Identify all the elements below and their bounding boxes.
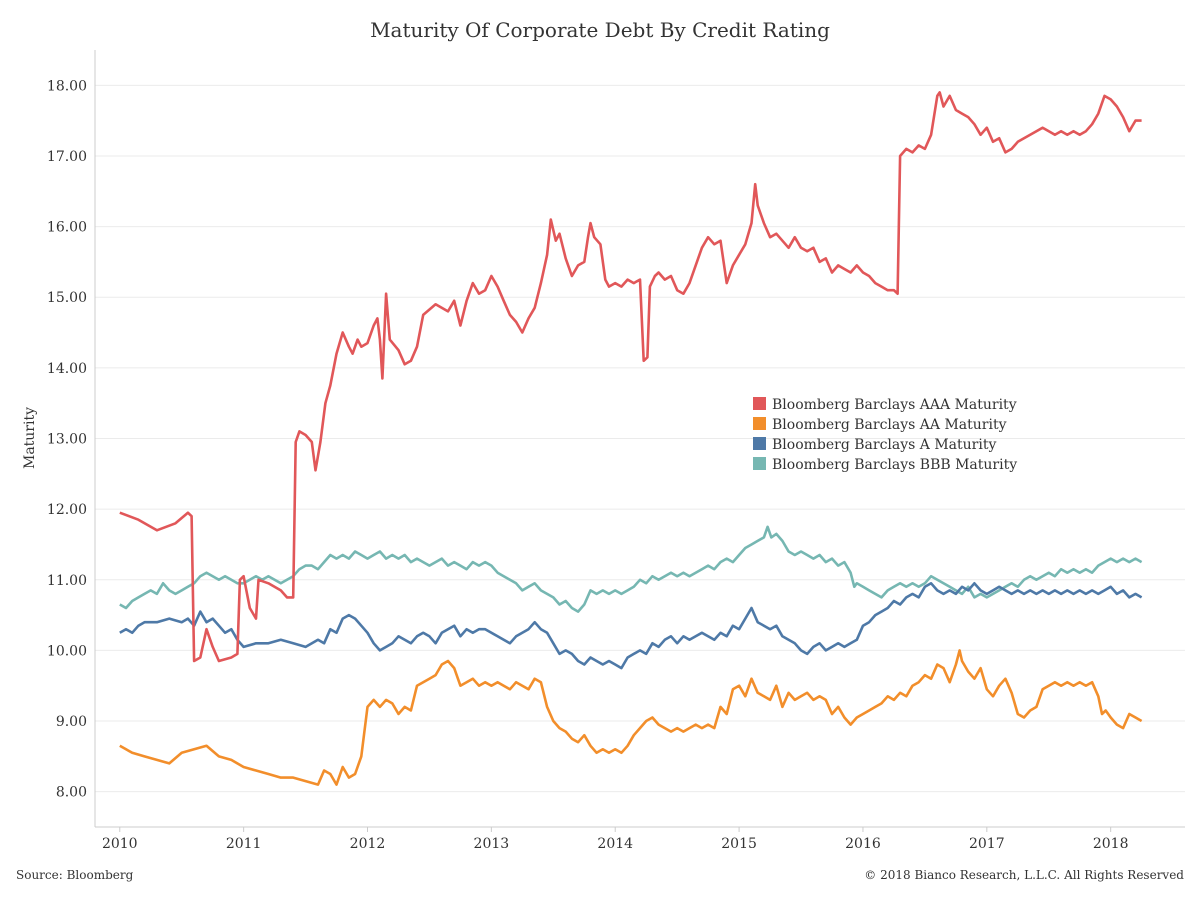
x-tick-label: 2013 bbox=[474, 836, 510, 852]
legend-swatch bbox=[753, 417, 766, 430]
y-tick-label: 15.00 bbox=[47, 290, 87, 306]
x-tick-label: 2014 bbox=[597, 836, 633, 852]
series-line-a bbox=[119, 582, 1143, 670]
y-tick-label: 17.00 bbox=[47, 149, 87, 165]
y-tick-label: 14.00 bbox=[47, 361, 87, 377]
legend-swatch bbox=[753, 457, 766, 470]
chart-title: Maturity Of Corporate Debt By Credit Rat… bbox=[370, 18, 830, 42]
legend-swatch bbox=[753, 437, 766, 450]
series-line-aaa bbox=[119, 91, 1142, 663]
x-tick-label: 2015 bbox=[721, 836, 757, 852]
x-tick-label: 2017 bbox=[969, 836, 1005, 852]
y-axis-label: Maturity bbox=[22, 407, 38, 469]
y-tick-label: 12.00 bbox=[47, 502, 87, 518]
y-tick-label: 11.00 bbox=[47, 573, 87, 589]
x-tick-label: 2011 bbox=[226, 836, 262, 852]
series-line-aa bbox=[119, 649, 1143, 786]
x-tick-label: 2016 bbox=[845, 836, 881, 852]
y-tick-label: 18.00 bbox=[47, 78, 87, 94]
y-tick-label: 10.00 bbox=[47, 643, 87, 659]
x-tick-label: 2012 bbox=[350, 836, 386, 852]
y-tick-label: 13.00 bbox=[47, 432, 87, 448]
x-tick-label: 2018 bbox=[1093, 836, 1129, 852]
series-line-bbb bbox=[119, 525, 1143, 613]
x-axis-ticks: 2010 2011 2012 2013 2014 2015 2016 2017 2018 bbox=[102, 827, 1129, 852]
series-lines bbox=[119, 91, 1143, 786]
legend-swatch bbox=[753, 397, 766, 410]
x-tick-label: 2010 bbox=[102, 836, 138, 852]
legend: Bloomberg Barclays AAA Maturity Bloomberg… bbox=[753, 397, 1017, 473]
y-tick-label: 9.00 bbox=[56, 714, 87, 730]
y-axis-ticks: 8.00 9.00 10.00 11.00 12.00 13.00 14.00 15.00 16… bbox=[47, 78, 87, 800]
y-tick-label: 8.00 bbox=[56, 785, 87, 801]
legend-label: Bloomberg Barclays AA Maturity bbox=[772, 417, 1007, 433]
legend-label: Bloomberg Barclays A Maturity bbox=[772, 437, 996, 453]
source-note: Source: Bloomberg bbox=[16, 868, 134, 882]
legend-label: Bloomberg Barclays AAA Maturity bbox=[772, 397, 1017, 413]
y-tick-label: 16.00 bbox=[47, 220, 87, 236]
copyright-note: © 2018 Bianco Research, L.L.C. All Right… bbox=[864, 868, 1184, 882]
grid-lines bbox=[95, 84, 1185, 793]
legend-label: Bloomberg Barclays BBB Maturity bbox=[772, 457, 1017, 473]
